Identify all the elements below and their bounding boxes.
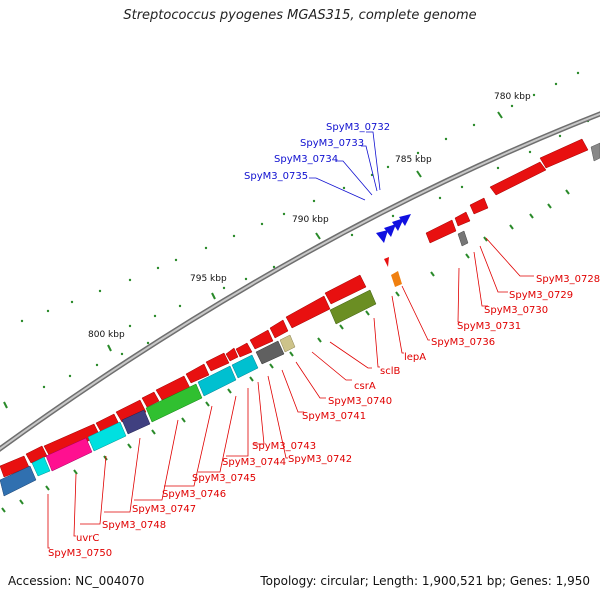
gene-label-red[interactable]: SpyM3_0731	[457, 321, 521, 332]
gene-label-red[interactable]: uvrC	[76, 533, 99, 544]
gene-label-blue[interactable]: SpyM3_0732	[326, 122, 390, 133]
forward-genes[interactable]	[0, 138, 589, 478]
map-title: Streptococcus pyogenes MGAS315, complete…	[123, 8, 477, 23]
gene-label-red[interactable]: SpyM3_0740	[328, 396, 392, 407]
gene-label-red[interactable]: SpyM3_0744	[222, 457, 286, 468]
blue-leaders	[309, 131, 381, 201]
gene-label-red[interactable]: SpyM3_0729	[509, 290, 573, 301]
gene-label-red[interactable]: SpyM3_0750	[48, 548, 112, 559]
gene-label-red[interactable]: SpyM3_0736	[431, 337, 495, 348]
red-leaders-right	[281, 237, 534, 413]
reverse-genes[interactable]	[0, 142, 600, 497]
gene-label-red[interactable]: lepA	[404, 352, 426, 363]
gene-label-blue[interactable]: SpyM3_0734	[274, 154, 338, 165]
outer-dot-ring	[20, 71, 590, 389]
gene-label-red[interactable]: SpyM3_0730	[484, 305, 548, 316]
gene-label-red[interactable]: csrA	[354, 381, 376, 392]
gene-label-red[interactable]: SpyM3_0746	[162, 489, 226, 500]
gene-label-blue[interactable]: SpyM3_0735	[244, 171, 308, 182]
accession-label: Accession: NC_004070	[8, 574, 145, 588]
major-ticks	[3, 111, 503, 409]
gene-label-red[interactable]: SpyM3_0743	[252, 441, 316, 452]
gene-label-red[interactable]: SpyM3_0741	[302, 411, 366, 422]
genome-info-label: Topology: circular; Length: 1,900,521 bp…	[260, 574, 590, 588]
red-leaders-bottom	[47, 375, 288, 549]
kbp-label: 795 kbp	[190, 274, 227, 284]
small-features[interactable]	[376, 214, 411, 287]
gene-label-red[interactable]: SpyM3_0747	[132, 504, 196, 515]
kbp-label: 780 kbp	[494, 92, 531, 102]
gene-label-blue[interactable]: SpyM3_0733	[300, 138, 364, 149]
gene-label-red[interactable]: SpyM3_0728	[536, 274, 600, 285]
kbp-label: 785 kbp	[395, 155, 432, 165]
inner-ticks	[1, 189, 570, 513]
gene-label-red[interactable]: SpyM3_0748	[102, 520, 166, 531]
gene-label-red[interactable]: SpyM3_0742	[288, 454, 352, 465]
kbp-label: 800 kbp	[88, 330, 125, 340]
kbp-label: 790 kbp	[292, 215, 329, 225]
gene-label-red[interactable]: SpyM3_0745	[192, 473, 256, 484]
gene-label-red[interactable]: sclB	[380, 366, 400, 377]
